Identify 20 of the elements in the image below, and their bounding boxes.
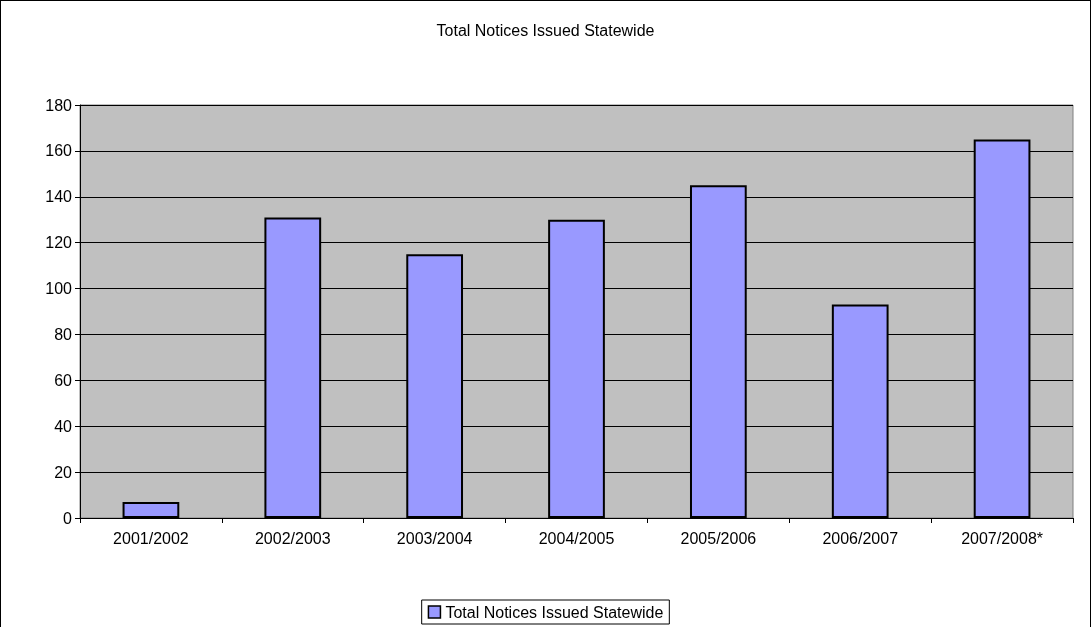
y-tick-label: 120 (45, 234, 73, 252)
legend-label: Total Notices Issued Statewide (445, 603, 664, 621)
y-tick-label: 140 (45, 188, 73, 206)
y-tick-label: 40 (54, 417, 73, 435)
x-tick-label: 2007/2008* (961, 529, 1043, 547)
chart-title: Total Notices Issued Statewide (436, 21, 655, 39)
y-tick-label: 100 (45, 280, 73, 298)
y-tick-label: 20 (54, 463, 73, 481)
x-tick-label: 2002/2003 (254, 529, 331, 547)
x-tick-label: 2005/2006 (680, 529, 757, 547)
bar (122, 501, 180, 518)
y-tick-label: 60 (54, 371, 73, 389)
y-tick-label: 160 (45, 142, 73, 160)
y-tick-label: 80 (54, 325, 73, 343)
x-tick-label: 2003/2004 (396, 529, 473, 547)
x-tick-label: 2001/2002 (113, 529, 189, 547)
x-tick-label: 2006/2007 (822, 529, 899, 547)
x-tick-label: 2004/2005 (538, 529, 615, 547)
y-tick-label: 180 (45, 96, 73, 114)
y-tick-label: 0 (63, 509, 73, 527)
